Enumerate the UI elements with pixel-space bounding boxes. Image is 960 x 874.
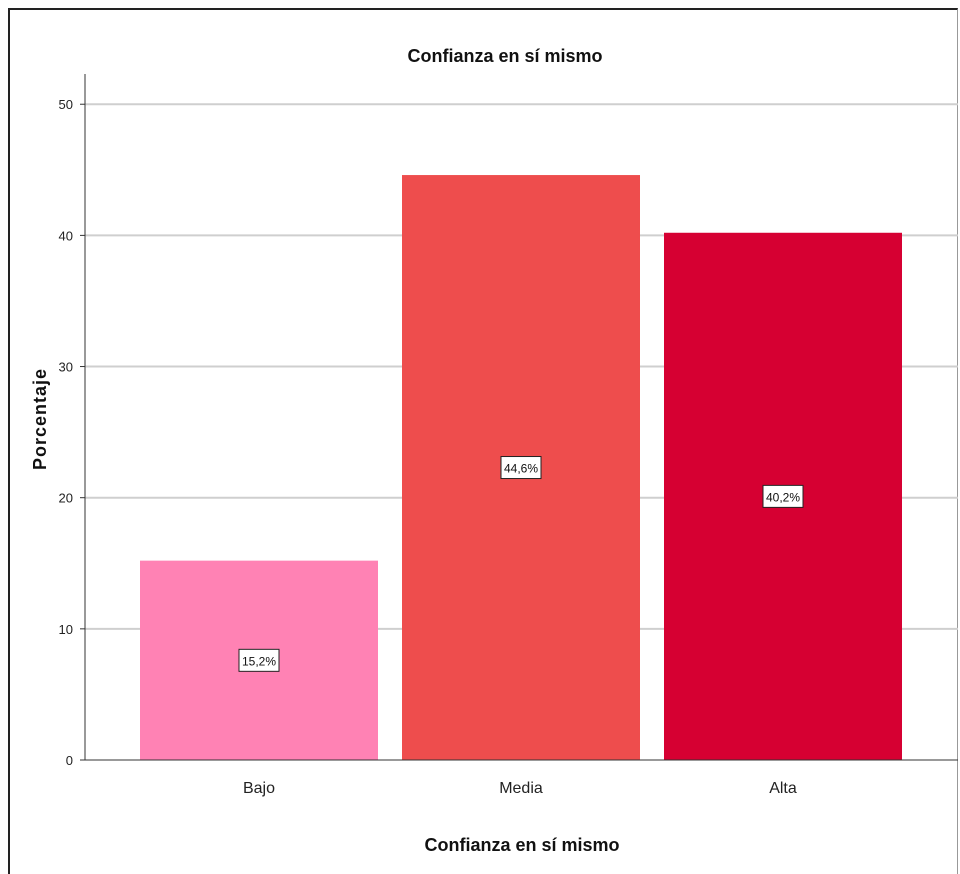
x-category-label: Alta [769, 780, 797, 797]
y-tick-labels: 0 10 20 30 40 50 [59, 97, 85, 768]
data-labels: 15,2% 44,6% 40,2% [238, 456, 804, 672]
y-tick-label: 20 [59, 491, 73, 506]
x-category-labels: Bajo Media Alta [243, 780, 797, 797]
y-tick-label: 30 [59, 360, 73, 375]
x-axis-title: Confianza en sí mismo [424, 835, 619, 855]
y-tick-label: 10 [59, 622, 73, 637]
y-tick-label: 40 [59, 228, 73, 243]
y-tick-label: 0 [66, 753, 73, 768]
chart-title: Confianza en sí mismo [407, 46, 602, 66]
data-label: 40,2% [766, 490, 800, 504]
data-label-box [238, 648, 280, 672]
data-label-box [500, 456, 542, 480]
data-label-box [762, 484, 804, 508]
data-label: 15,2% [242, 654, 276, 668]
x-category-label: Bajo [243, 780, 275, 797]
y-tick-label: 50 [59, 97, 73, 112]
y-axis-title: Porcentaje [30, 368, 50, 470]
x-category-label: Media [499, 780, 543, 797]
data-label: 44,6% [504, 462, 538, 476]
